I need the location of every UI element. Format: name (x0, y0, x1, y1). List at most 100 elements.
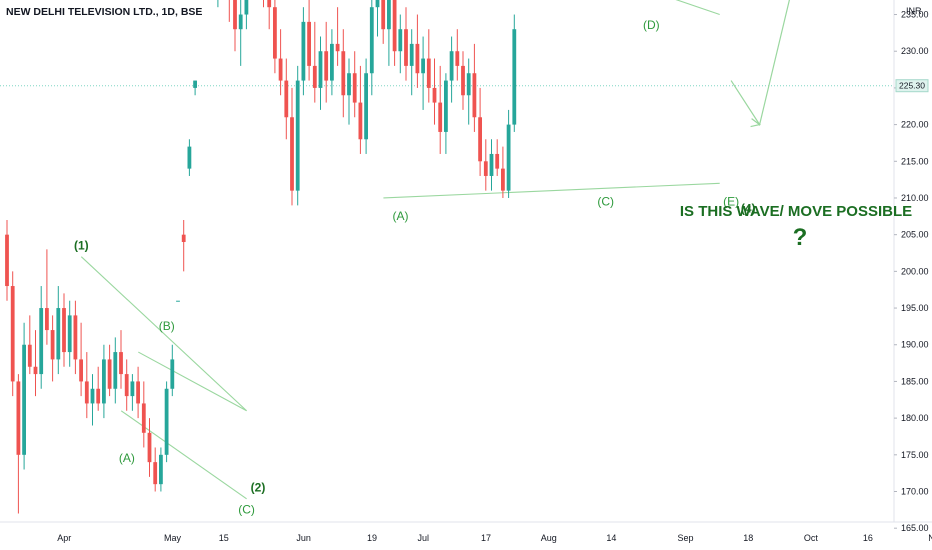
candle-body (153, 462, 158, 485)
candle-body (444, 80, 448, 132)
trendline (80, 256, 247, 412)
projection-path (730, 0, 790, 127)
price-tick-label: 175.00 (901, 450, 929, 460)
candle-body (193, 80, 197, 88)
candle-body (238, 14, 243, 30)
candle-body (307, 21, 311, 66)
candle-body (45, 308, 49, 331)
currency-label: INR (906, 6, 922, 16)
candle-body (495, 153, 500, 169)
wave-label: (4) (741, 202, 756, 216)
candle-body (119, 352, 123, 375)
candle-body (381, 0, 386, 30)
candle-body (56, 308, 61, 360)
candle-layer (5, 0, 517, 514)
candle-body (461, 65, 465, 96)
wave-label: (1) (74, 238, 89, 252)
candle-body (449, 51, 454, 81)
candle-body (369, 7, 374, 74)
time-tick-label: Oct (804, 533, 819, 543)
price-tick-label: 215.00 (901, 156, 929, 166)
wave-label: (2) (251, 481, 266, 495)
candle-body (501, 168, 505, 191)
candle-body (312, 65, 317, 88)
candle-body (73, 315, 78, 360)
projection-arrowhead (750, 118, 762, 128)
candle-body (141, 403, 146, 433)
candle-body (455, 51, 460, 66)
time-tick-label: Jun (296, 533, 311, 543)
candle-body (96, 388, 101, 404)
candle-body (426, 58, 431, 88)
price-tick-label: 205.00 (901, 230, 929, 240)
candle-body (415, 43, 420, 74)
candle-body (387, 0, 391, 30)
candle-body (438, 102, 443, 132)
candle-body (176, 300, 180, 302)
candle-body (404, 29, 408, 66)
annotation-question: ? (793, 224, 808, 251)
candle-body (421, 58, 425, 74)
candle-body (409, 43, 414, 66)
candle-body (107, 359, 112, 389)
price-tick-label: 170.00 (901, 487, 929, 497)
time-tick-label: 16 (863, 533, 873, 543)
candle-body (358, 102, 363, 140)
candle-body (5, 234, 9, 287)
candle-body (164, 388, 169, 455)
candle-body (364, 73, 368, 140)
candle-body (295, 80, 300, 191)
time-axis: AprMay15Jun19Jul17Aug14Sep18Oct16Nov20 (0, 521, 932, 543)
wave-label: (E) (723, 194, 739, 208)
price-tick-label: 230.00 (901, 46, 929, 56)
candle-body (22, 344, 26, 455)
time-tick-label: 19 (367, 533, 377, 543)
candle-body (506, 124, 511, 191)
candle-body (318, 51, 323, 88)
price-tick-label: 200.00 (901, 266, 929, 276)
candle-body (39, 308, 44, 375)
candle-body (67, 315, 72, 353)
candle-body (170, 359, 175, 389)
time-tick-label: Apr (57, 533, 71, 543)
time-tick-label: Sep (677, 533, 693, 543)
candle-body (187, 146, 192, 169)
candle-body (113, 352, 118, 389)
time-tick-label: Aug (541, 533, 557, 543)
time-tick-label: 15 (219, 533, 229, 543)
time-tick-label: 14 (606, 533, 616, 543)
candle-body (352, 73, 357, 103)
candle-body (432, 87, 437, 103)
candle-body (466, 73, 471, 96)
price-tick-label: 165.00 (901, 523, 929, 533)
candle-body (392, 0, 397, 52)
candle-body (84, 381, 89, 404)
candle-body (341, 51, 346, 96)
candle-body (159, 454, 163, 485)
candle-body (79, 359, 83, 382)
candle-body (62, 308, 66, 353)
candle-body (478, 117, 482, 162)
wave-label: (D) (643, 18, 660, 32)
trendline (138, 351, 247, 412)
candle-body (233, 0, 237, 30)
candle-body (33, 366, 38, 375)
candle-body (375, 0, 380, 8)
candle-body (290, 117, 294, 191)
wave-label: (A) (393, 209, 409, 223)
candle-body (284, 80, 289, 118)
wave-label: (B) (159, 319, 175, 333)
wave-label: (C) (597, 194, 614, 208)
chart-title: NEW DELHI TELEVISION LTD., 1D, BSE (6, 6, 203, 18)
wave-label: (A) (119, 451, 135, 465)
current-price-text: 225.30 (899, 81, 925, 91)
candle-body (278, 58, 283, 81)
time-tick-label: May (164, 533, 182, 543)
candle-body (124, 374, 129, 397)
candle-body (489, 153, 494, 176)
candle-body (16, 381, 21, 455)
candle-body (244, 0, 249, 15)
trendline (383, 182, 720, 199)
